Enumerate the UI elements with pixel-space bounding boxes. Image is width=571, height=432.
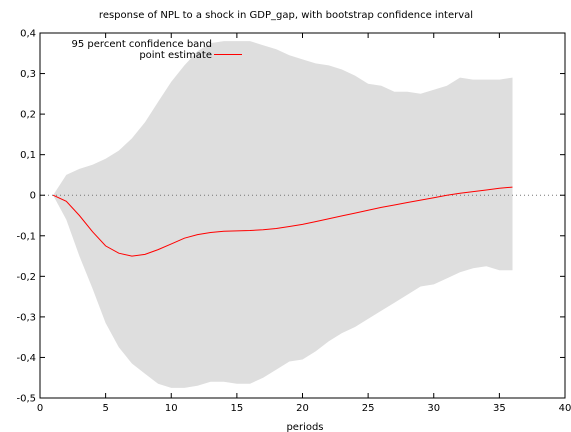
x-tick-label: 20 bbox=[296, 403, 309, 414]
y-tick-label: 0,4 bbox=[20, 29, 36, 40]
y-tick-label: -0,4 bbox=[16, 353, 36, 364]
y-tick-label: 0,2 bbox=[20, 110, 36, 121]
y-tick-label: -0,3 bbox=[16, 312, 36, 323]
confidence-band-area bbox=[53, 41, 513, 388]
x-tick-label: 5 bbox=[102, 403, 108, 414]
x-tick-label: 15 bbox=[231, 403, 244, 414]
y-tick-label: 0,1 bbox=[20, 150, 36, 161]
x-tick-label: 0 bbox=[37, 403, 43, 414]
chart-title: response of NPL to a shock in GDP_gap, w… bbox=[99, 10, 473, 21]
legend-label-band: 95 percent confidence band bbox=[72, 39, 212, 50]
x-tick-label: 40 bbox=[559, 403, 571, 414]
x-tick-label: 30 bbox=[427, 403, 440, 414]
axes: -0,5 -0,4 -0,3 -0,2 -0,1 0 0,1 0,2 0,3 0,4 0 5 10 15 2… bbox=[16, 29, 571, 415]
x-axis-label: periods bbox=[286, 422, 323, 432]
y-tick-label: -0,1 bbox=[16, 231, 36, 242]
y-tick-label: -0,2 bbox=[16, 272, 36, 283]
x-tick-label: 25 bbox=[362, 403, 375, 414]
point-estimate-line bbox=[52, 186, 513, 257]
y-tick-label: 0,3 bbox=[20, 69, 36, 80]
x-tick-label: 10 bbox=[165, 403, 178, 414]
legend-label-point: point estimate bbox=[139, 50, 212, 61]
y-tick-label: 0 bbox=[30, 191, 36, 202]
plot-area bbox=[40, 41, 565, 388]
y-tick-label: -0,5 bbox=[16, 394, 36, 405]
x-tick-label: 35 bbox=[493, 403, 506, 414]
